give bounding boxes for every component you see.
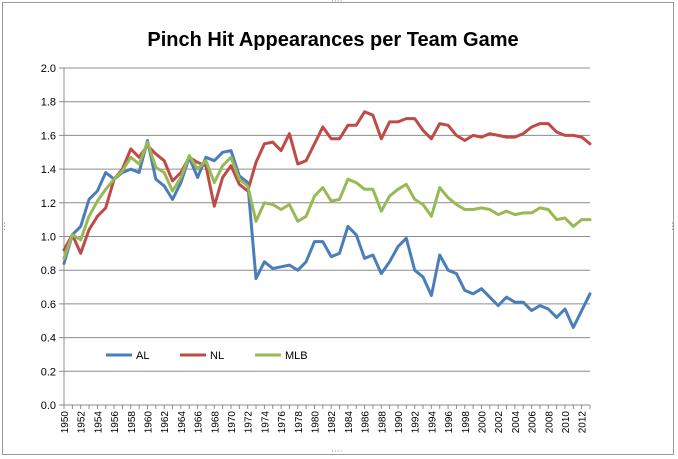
- resize-handle-left[interactable]: ⋮: [0, 222, 9, 232]
- resize-handle-bottom[interactable]: ····: [331, 447, 343, 457]
- y-tick-label: 0.0: [41, 400, 56, 412]
- y-tick-label: 1.0: [41, 232, 56, 244]
- x-tick-label: 1988: [377, 411, 388, 434]
- x-tick-label: 2012: [578, 411, 589, 434]
- chart-title: Pinch Hit Appearances per Team Game: [147, 29, 518, 51]
- x-tick-label: 1996: [444, 411, 455, 434]
- x-tick-label: 1954: [93, 411, 104, 434]
- legend-label-mlb: MLB: [285, 350, 308, 362]
- x-tick-label: 2006: [528, 411, 539, 434]
- resize-handle-right[interactable]: ⋮: [668, 222, 677, 232]
- x-tick-label: 1962: [160, 411, 171, 434]
- x-tick-label: 1956: [110, 411, 121, 434]
- axes: 0.0 0.2 0.4 0.6 0.8 1.0 1.2 1.4 1.6 1.8 2.0 1950 195…: [41, 63, 591, 434]
- series-line-al[interactable]: [62, 139, 592, 329]
- x-tick-label: 1972: [244, 411, 255, 434]
- x-tick-label: 1984: [344, 411, 355, 434]
- x-tick-label: 1986: [361, 411, 372, 434]
- y-tick-label: 2.0: [41, 63, 56, 75]
- y-tick-label: 1.6: [41, 130, 56, 142]
- legend-label-nl: NL: [210, 350, 224, 362]
- x-tick-label: 1952: [77, 411, 88, 434]
- y-tick-label: 0.4: [41, 333, 56, 345]
- x-tick-label: 2004: [511, 411, 522, 434]
- x-tick-label: 1968: [210, 411, 221, 434]
- y-tick-label: 0.6: [41, 299, 56, 311]
- legend-label-al: AL: [136, 350, 149, 362]
- x-tick-label: 1982: [327, 411, 338, 434]
- x-tick-label: 2002: [494, 411, 505, 434]
- y-tick-label: 1.2: [41, 198, 56, 210]
- series-line-nl[interactable]: [62, 110, 592, 255]
- x-tick-label: 2010: [561, 411, 572, 434]
- y-tick-label: 0.2: [41, 366, 56, 378]
- chart-canvas: Pinch Hit Appearances per Team Game 0.00…: [41, 29, 592, 434]
- x-tick-label: 1964: [177, 411, 188, 434]
- x-tick-label: 1974: [260, 411, 271, 434]
- x-tick-label: 1978: [294, 411, 305, 434]
- x-tick-label: 1960: [143, 411, 154, 434]
- y-tick-label: 1.8: [41, 97, 56, 109]
- x-tick-label: 2008: [544, 411, 555, 434]
- x-tick-label: 1966: [194, 411, 205, 434]
- x-tick-label: 1998: [461, 411, 472, 434]
- y-tick-label: 1.4: [41, 164, 56, 176]
- y-tick-label: 0.8: [41, 265, 56, 277]
- x-tick-label: 1992: [411, 411, 422, 434]
- series-lines: [62, 110, 592, 329]
- x-tick-label: 1976: [277, 411, 288, 434]
- x-tick-label: 1958: [127, 411, 138, 434]
- x-tick-label: 1980: [310, 411, 321, 434]
- x-tick-label: 1990: [394, 411, 405, 434]
- legend: AL NL MLB: [106, 350, 308, 362]
- x-tick-label: 1994: [427, 411, 438, 434]
- x-tick-label: 2000: [477, 411, 488, 434]
- x-tick-label: 1970: [227, 411, 238, 434]
- x-tick-label: 1950: [60, 411, 71, 434]
- series-line-mlb[interactable]: [62, 140, 592, 260]
- resize-handle-top[interactable]: ····: [331, 0, 343, 7]
